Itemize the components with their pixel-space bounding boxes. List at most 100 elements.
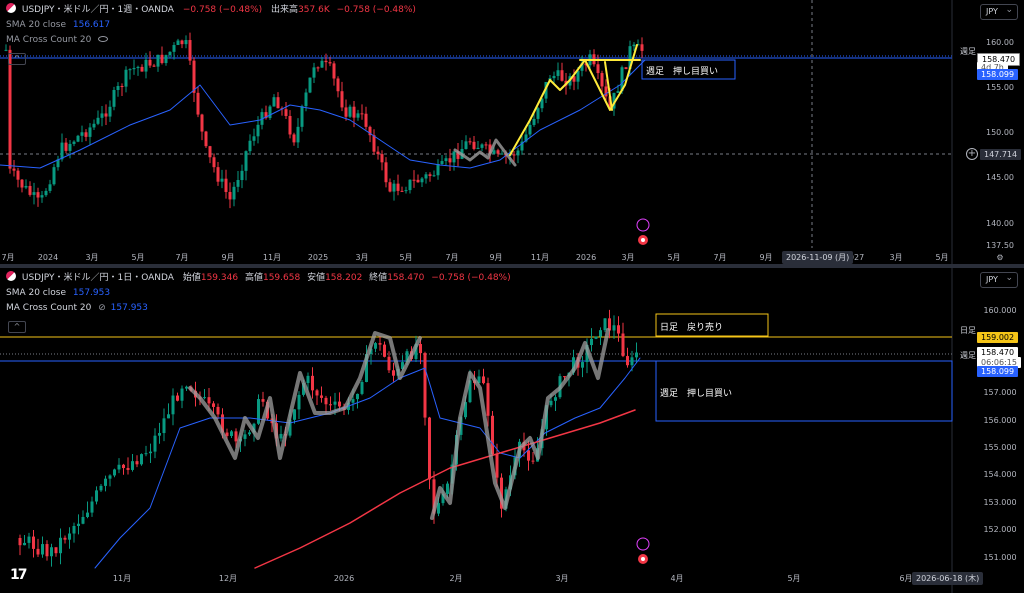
daily-candle [50, 547, 53, 557]
daily-currency-select[interactable]: JPY [980, 271, 1018, 288]
weekly-sma-value: 156.617 [72, 20, 111, 30]
daily-candle [126, 468, 130, 470]
weekly-candle [360, 113, 364, 115]
weekly-candle [368, 126, 372, 136]
weekly-candle [520, 141, 524, 151]
weekly-candle [216, 167, 220, 182]
daily-label-tag: 日足 [960, 326, 976, 335]
weekly-chart-canvas[interactable]: 7月 2024 3月 5月 7月 9月 11月 2025 3月 5月 7月 9月 11月 2026 3月 5月… [0, 0, 1024, 264]
eye-icon[interactable] [98, 36, 109, 42]
weekly-x-tick: 2024 [38, 253, 58, 262]
weekly-candle [68, 143, 72, 151]
weekly-candle [28, 185, 32, 195]
weekly-y-tick: 145.00 [986, 173, 1014, 182]
daily-candle [122, 464, 125, 469]
daily-candle [230, 431, 233, 436]
daily-candle [68, 533, 71, 540]
weekly-candle [112, 90, 116, 107]
daily-y-tick: 155.000 [983, 443, 1016, 452]
weekly-x-tick: 5月 [131, 253, 144, 262]
weekly-candle [352, 106, 356, 118]
daily-candle [315, 390, 319, 396]
daily-candle [383, 344, 386, 357]
weekly-symbol-title[interactable]: USDJPY・米ドル／円・1週・OANDA [21, 5, 174, 15]
daily-candle [329, 404, 332, 406]
daily-candle [252, 423, 256, 433]
daily-sell-box [655, 313, 769, 337]
weekly-candle [72, 141, 76, 144]
weekly-candle [576, 70, 580, 82]
daily-candle [441, 493, 445, 504]
daily-candle [77, 523, 80, 526]
weekly-candle [584, 63, 588, 66]
weekly-candle [92, 123, 96, 128]
daily-chart-canvas[interactable]: 11月12月20262月3月4月5月6月160.000159.000158.00… [0, 268, 1024, 593]
daily-ma-cross-row[interactable]: MA Cross Count 20 ⊘ 157.953 [6, 301, 511, 316]
weekly-candle [392, 183, 396, 192]
weekly-candle [52, 167, 56, 185]
hidden-indicator-icon[interactable]: ⊘ [98, 303, 106, 313]
weekly-candle [488, 144, 492, 154]
legend-collapse-button[interactable]: ^ [8, 321, 26, 333]
daily-candle [324, 397, 328, 405]
daily-candle [131, 461, 134, 470]
weekly-candle [408, 179, 412, 191]
weekly-candle [472, 141, 476, 149]
weekly-candle [76, 135, 80, 142]
daily-candle [63, 537, 67, 540]
daily-candle [41, 544, 44, 555]
weekly-candle [364, 113, 368, 127]
weekly-candle [444, 158, 448, 162]
weekly-chart-panel[interactable]: 7月 2024 3月 5月 7月 9月 11月 2025 3月 5月 7月 9月 11月 2026 3月 5月… [0, 0, 1024, 264]
legend-collapse-button[interactable]: ^ [8, 53, 26, 65]
weekly-candle [500, 153, 504, 155]
weekly-x-tick: 11月 [263, 253, 281, 262]
daily-candle [216, 406, 220, 415]
daily-candle [612, 325, 616, 331]
daily-candle [378, 343, 382, 345]
pane-separator[interactable] [0, 264, 1024, 268]
weekly-candle [160, 54, 164, 64]
weekly-ma-cross-row[interactable]: MA Cross Count 20 [6, 33, 416, 48]
daily-candle [477, 376, 481, 384]
daily-symbol-title[interactable]: USDJPY・米ドル／円・1日・OANDA [21, 273, 174, 283]
weekly-candle [84, 132, 88, 137]
daily-candle [527, 450, 530, 461]
weekly-candle [464, 141, 468, 149]
daily-long-ma-line [254, 409, 636, 569]
weekly-candle [148, 59, 152, 66]
weekly-candle [424, 174, 428, 179]
weekly-candle [528, 124, 532, 135]
weekly-buy-box [641, 59, 736, 80]
daily-x-tick: 12月 [219, 574, 237, 583]
weekly-candle [60, 142, 64, 160]
daily-candle [333, 401, 337, 405]
weekly-candle [312, 67, 316, 78]
weekly-candle [208, 146, 212, 158]
daily-gray-zigzag [188, 331, 422, 460]
weekly-candle [32, 192, 36, 195]
weekly-volume-value: 357.6K [298, 5, 330, 15]
daily-ma-cross-value: 157.953 [110, 303, 148, 313]
daily-sma-row[interactable]: SMA 20 close 157.953 [6, 286, 511, 301]
weekly-x-tick: 7月 [1, 253, 14, 262]
weekly-candle [4, 49, 8, 51]
daily-high-label: 高値 [244, 273, 263, 283]
daily-buy-box-label: 週足 押し目買い [660, 389, 733, 399]
add-alert-plus-icon[interactable]: + [966, 148, 978, 160]
daily-candle [491, 415, 494, 455]
daily-candle [23, 542, 26, 546]
daily-sma-line [94, 357, 641, 569]
daily-chart-panel[interactable]: 11月12月20262月3月4月5月6月160.000159.000158.00… [0, 268, 1024, 593]
weekly-candle [308, 77, 312, 93]
weekly-sma-row[interactable]: SMA 20 close 156.617 [6, 18, 416, 33]
daily-gray-zigzag-2 [430, 328, 610, 520]
daily-x-tick: 4月 [670, 574, 683, 583]
daily-candle [468, 380, 472, 403]
daily-candle [374, 343, 377, 349]
daily-candle [171, 395, 175, 415]
weekly-x-tick: 11月 [531, 253, 549, 262]
weekly-currency-select[interactable]: JPY [980, 3, 1018, 20]
daily-candle [104, 478, 107, 486]
daily-candle [180, 388, 184, 401]
